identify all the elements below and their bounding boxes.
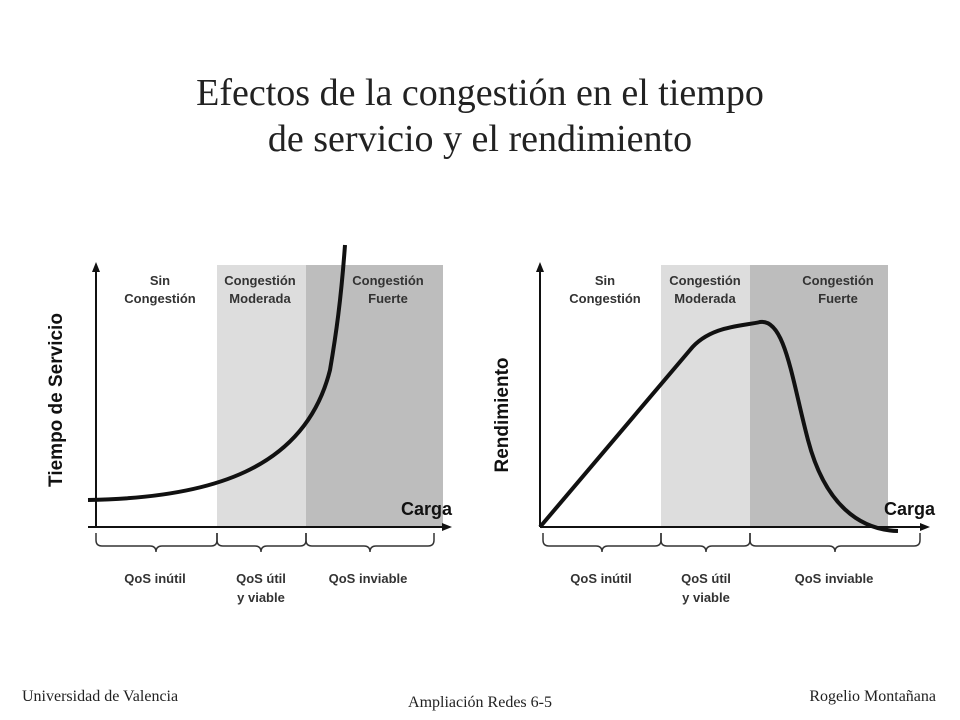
right-x-arrow — [920, 523, 930, 531]
left-x-axis-title: Carga — [401, 499, 453, 519]
left-chart: Sin Congestión Congestión Moderada Conge… — [46, 244, 453, 605]
right-brace-1 — [542, 533, 662, 553]
right-qos-1-label: QoS inútil — [570, 571, 631, 586]
right-zone-1-label-a: Sin — [595, 273, 615, 288]
left-zone-1-label-a: Sin — [150, 273, 170, 288]
footer-course-page: Ampliación Redes 6-5 — [408, 694, 552, 711]
left-x-arrow — [442, 523, 452, 531]
left-brace-1 — [95, 533, 218, 553]
right-zone-moderate — [661, 265, 750, 527]
left-qos-2-label-a: QoS útil — [236, 571, 286, 586]
left-y-arrow — [92, 262, 100, 272]
right-zone-1-label-b: Congestión — [569, 291, 641, 306]
left-zone-3-label-a: Congestión — [352, 273, 424, 288]
right-zone-2-label-a: Congestión — [669, 273, 741, 288]
left-y-axis-title: Tiempo de Servicio — [46, 313, 67, 487]
right-zone-3-label-a: Congestión — [802, 273, 874, 288]
left-brace-3 — [305, 533, 435, 553]
right-brace-3 — [749, 533, 921, 553]
right-throughput-curve — [538, 319, 899, 533]
right-zone-3-label-b: Fuerte — [818, 291, 858, 306]
left-brace-2 — [216, 533, 307, 553]
left-service-time-curve — [87, 244, 347, 502]
left-zone-heavy — [306, 265, 443, 527]
right-zone-2-label-b: Moderada — [674, 291, 736, 306]
left-qos-3-label: QoS inviable — [329, 571, 408, 586]
right-x-axis-title: Carga — [884, 499, 936, 519]
left-qos-2-label-b: y viable — [237, 590, 285, 605]
right-zone-heavy — [750, 265, 888, 527]
right-qos-2-label-a: QoS útil — [681, 571, 731, 586]
right-chart: Sin Congestión Congestión Moderada Conge… — [492, 262, 936, 605]
right-qos-3-label: QoS inviable — [795, 571, 874, 586]
left-zone-2-label-b: Moderada — [229, 291, 291, 306]
left-zone-1-label-b: Congestión — [124, 291, 196, 306]
left-zone-moderate — [217, 265, 306, 527]
title-line-2: de servicio y el rendimiento — [267, 118, 693, 160]
left-zone-2-label-a: Congestión — [224, 273, 296, 288]
right-qos-2-label-b: y viable — [682, 590, 730, 605]
right-y-arrow — [536, 262, 544, 272]
right-brace-2 — [660, 533, 751, 553]
left-zone-3-label-b: Fuerte — [368, 291, 408, 306]
slide-title: Efectos de la congestión en el tiempo de… — [80, 70, 880, 162]
right-y-axis-title: Rendimiento — [492, 357, 513, 472]
title-line-1: Efectos de la congestión en el tiempo — [196, 72, 764, 114]
left-qos-1-label: QoS inútil — [124, 571, 185, 586]
footer-author: Rogelio Montañana — [809, 688, 936, 705]
footer-university: Universidad de Valencia — [22, 688, 179, 705]
